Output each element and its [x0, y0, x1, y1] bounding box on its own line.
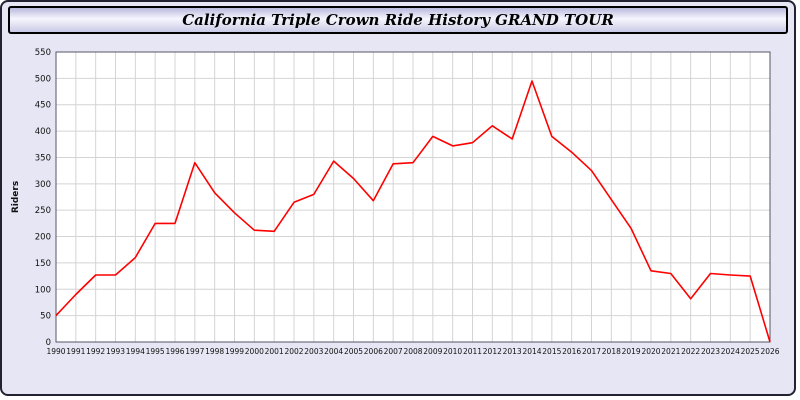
svg-text:2017: 2017	[582, 347, 601, 356]
svg-text:2024: 2024	[721, 347, 740, 356]
svg-text:1997: 1997	[185, 347, 204, 356]
svg-text:2015: 2015	[542, 347, 561, 356]
svg-text:1998: 1998	[205, 347, 224, 356]
svg-text:2022: 2022	[681, 347, 700, 356]
svg-text:2014: 2014	[522, 347, 541, 356]
svg-text:1996: 1996	[165, 347, 184, 356]
svg-text:550: 550	[35, 48, 51, 58]
svg-text:150: 150	[35, 259, 51, 269]
svg-text:2012: 2012	[483, 347, 502, 356]
svg-text:2000: 2000	[245, 347, 264, 356]
svg-text:100: 100	[35, 285, 51, 295]
svg-text:2001: 2001	[265, 347, 284, 356]
svg-text:Riders: Riders	[11, 181, 21, 213]
svg-text:2025: 2025	[741, 347, 760, 356]
svg-text:2010: 2010	[443, 347, 462, 356]
svg-text:2002: 2002	[284, 347, 303, 356]
chart-title: California Triple Crown Ride History GRA…	[182, 11, 614, 29]
svg-text:2005: 2005	[344, 347, 363, 356]
svg-text:2004: 2004	[324, 347, 343, 356]
svg-text:2023: 2023	[701, 347, 720, 356]
svg-text:1990: 1990	[46, 347, 65, 356]
svg-text:2003: 2003	[304, 347, 323, 356]
svg-text:2018: 2018	[602, 347, 621, 356]
svg-text:1991: 1991	[66, 347, 85, 356]
svg-text:50: 50	[40, 312, 51, 322]
svg-text:2013: 2013	[503, 347, 522, 356]
svg-text:350: 350	[35, 153, 51, 163]
svg-text:2007: 2007	[384, 347, 403, 356]
svg-text:300: 300	[35, 180, 51, 190]
svg-text:1995: 1995	[146, 347, 165, 356]
svg-text:450: 450	[35, 101, 51, 111]
svg-text:1994: 1994	[126, 347, 145, 356]
svg-text:2011: 2011	[463, 347, 482, 356]
svg-text:250: 250	[35, 206, 51, 216]
svg-text:500: 500	[35, 74, 51, 84]
svg-text:2016: 2016	[562, 347, 581, 356]
chart-area: 0 50 100 150 200 250 300 350 400 450 500 550 1990 199…	[6, 42, 790, 394]
svg-text:2009: 2009	[423, 347, 442, 356]
svg-text:2006: 2006	[364, 347, 383, 356]
chart-title-bar: California Triple Crown Ride History GRA…	[8, 6, 788, 34]
svg-text:1999: 1999	[225, 347, 244, 356]
svg-text:2019: 2019	[622, 347, 641, 356]
svg-text:1993: 1993	[106, 347, 125, 356]
svg-text:2021: 2021	[661, 347, 680, 356]
svg-text:1992: 1992	[86, 347, 105, 356]
svg-text:2008: 2008	[403, 347, 422, 356]
svg-text:2020: 2020	[641, 347, 660, 356]
svg-text:200: 200	[35, 233, 51, 243]
svg-text:2026: 2026	[760, 347, 779, 356]
svg-text:0: 0	[46, 338, 51, 348]
svg-text:400: 400	[35, 127, 51, 137]
